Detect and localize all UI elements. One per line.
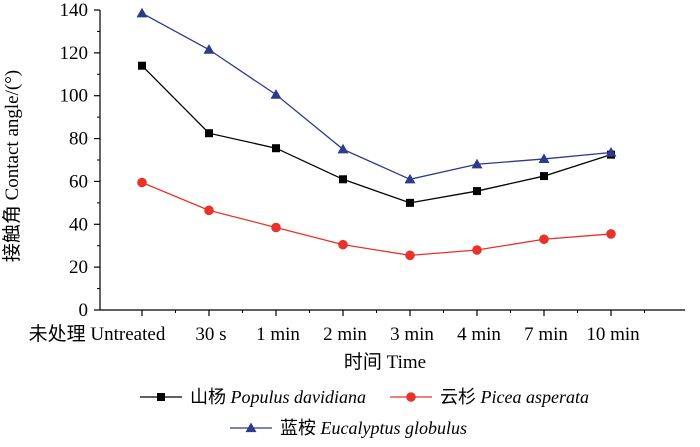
data-point <box>204 205 214 216</box>
data-point <box>337 143 349 154</box>
data-point <box>138 61 146 70</box>
series-group <box>136 7 617 261</box>
data-point <box>606 229 616 239</box>
legend-label-latin: Picea asperata <box>480 387 589 407</box>
y-tick-label: 20 <box>69 257 88 278</box>
legend-label-latin: Eucalyptus globulus <box>320 418 468 438</box>
y-ticks: 0 20 40 60 80 100 120 140 <box>60 0 100 321</box>
legend-label: 山杨 Populus davidiana <box>190 387 366 407</box>
data-point <box>471 158 483 169</box>
legend-item: 山杨 Populus davidiana <box>140 387 366 407</box>
y-tick-label: 40 <box>69 214 88 235</box>
data-point <box>539 234 549 245</box>
series-circle <box>137 177 616 261</box>
y-tick-label: 0 <box>79 300 89 321</box>
data-point <box>404 173 416 184</box>
y-tick-label: 120 <box>60 43 89 64</box>
data-point <box>271 222 281 233</box>
y-tick-label: 60 <box>69 171 88 192</box>
x-ticks: 未处理 Untreated 30 s 1 min 2 min 3 min 4 min 7 m… <box>29 310 645 345</box>
x-axis-title: 时间 Time <box>344 351 426 373</box>
data-point <box>270 89 282 99</box>
y-tick-label: 80 <box>69 129 88 150</box>
x-tick-label: 3 min <box>390 324 434 345</box>
legend-marker <box>245 422 257 433</box>
series-line <box>141 12 612 180</box>
legend-marker <box>406 392 416 402</box>
legend-label: 云杉 Picea asperata <box>440 387 589 407</box>
x-tick-label: 30 s <box>195 324 226 345</box>
y-tick-label: 140 <box>60 0 89 21</box>
data-point <box>203 44 215 54</box>
y-tick-label: 100 <box>60 86 89 107</box>
data-point <box>538 153 550 164</box>
legend-item: 云杉 Picea asperata <box>390 387 589 407</box>
series-line <box>141 65 612 204</box>
data-point <box>473 187 481 196</box>
axes <box>99 10 685 311</box>
data-point <box>406 198 414 207</box>
x-tick-label: 2 min <box>323 324 367 345</box>
legend-item: 蓝桉 Eucalyptus globulus <box>230 418 467 438</box>
data-point <box>137 177 147 188</box>
data-point <box>272 144 280 153</box>
series-square <box>138 61 615 207</box>
x-tick-label: 7 min <box>524 324 568 345</box>
data-point <box>339 175 347 184</box>
series-line <box>141 181 612 257</box>
legend-label-cn: 山杨 <box>190 387 231 407</box>
y-axis-title: 接触角 Contact angle/(°) <box>1 70 23 262</box>
legend-label-cn: 蓝桉 <box>280 418 321 438</box>
x-tick-label: 未处理 Untreated <box>29 323 166 345</box>
legend-label-latin: Populus davidiana <box>230 387 367 407</box>
legend-marker <box>157 393 165 401</box>
x-tick-label: 1 min <box>256 324 300 345</box>
data-point <box>405 250 415 261</box>
data-point <box>540 172 548 181</box>
legend-label: 蓝桉 Eucalyptus globulus <box>280 418 467 438</box>
legend-label-cn: 云杉 <box>440 387 481 407</box>
data-point <box>136 7 148 18</box>
legend: 山杨 Populus davidiana 云杉 Picea asperata 蓝桉 … <box>140 387 589 438</box>
data-point <box>605 147 617 157</box>
x-tick-label: 10 min <box>586 324 640 345</box>
data-point <box>472 245 482 255</box>
x-tick-label: 4 min <box>457 324 501 345</box>
series-triangle <box>136 7 617 184</box>
data-point <box>338 239 348 250</box>
data-point <box>205 129 213 138</box>
